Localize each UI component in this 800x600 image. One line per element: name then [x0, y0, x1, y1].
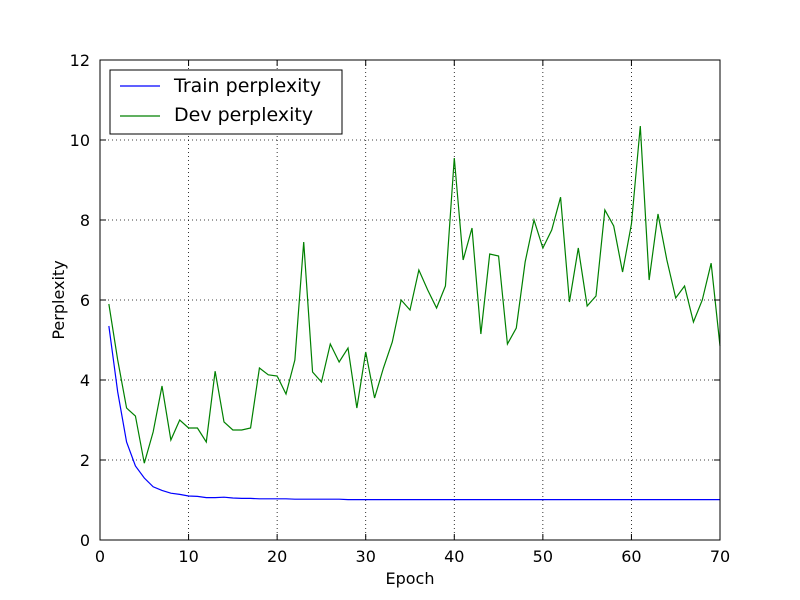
series-line-train-perplexity: [108, 325, 720, 501]
legend-label-train: Train perplexity: [173, 75, 321, 97]
y-axis-label: Perplexity: [49, 260, 68, 339]
legend: Train perplexity Dev perplexity: [109, 69, 343, 135]
x-tick-label: 50: [533, 547, 553, 566]
x-tick-label: 10: [178, 547, 198, 566]
ticks: [99, 59, 721, 541]
x-tick-label: 0: [95, 547, 105, 566]
series-layer: [108, 125, 721, 501]
x-tick-label: 70: [710, 547, 730, 566]
x-tick-label: 30: [356, 547, 376, 566]
tick-labels: 0 10 20 30 40 50 60 70 0 2 4 6 8 10 12: [70, 51, 731, 566]
x-tick-label: 20: [267, 547, 287, 566]
x-tick-label: 60: [621, 547, 641, 566]
y-tick-label: 0: [80, 531, 90, 550]
x-axis-label: Epoch: [386, 569, 435, 588]
x-tick-label: 40: [444, 547, 464, 566]
y-tick-label: 12: [70, 51, 90, 70]
y-tick-label: 4: [80, 371, 90, 390]
y-tick-label: 8: [80, 211, 90, 230]
legend-label-dev: Dev perplexity: [174, 104, 313, 126]
legend-box: [109, 69, 343, 135]
y-tick-label: 2: [80, 451, 90, 470]
y-tick-label: 10: [70, 131, 90, 150]
grid: [100, 60, 720, 540]
y-tick-label: 6: [80, 291, 90, 310]
series-line-dev-perplexity: [108, 125, 721, 464]
